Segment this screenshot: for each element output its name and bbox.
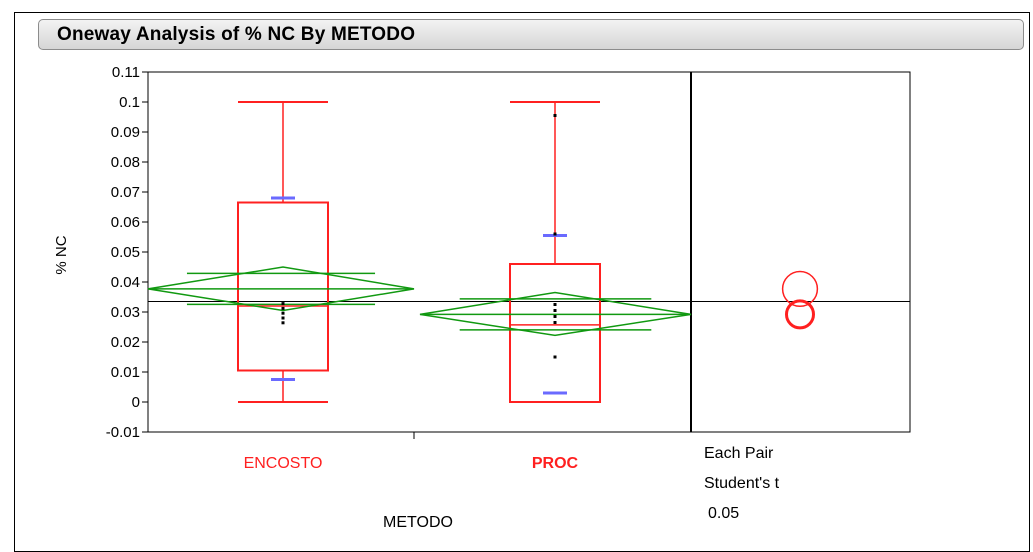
comparison-circle <box>785 299 815 330</box>
each-pair-label: Each Pair <box>704 445 774 462</box>
data-point <box>553 303 557 306</box>
comparison-circles-panel[interactable] <box>781 270 819 330</box>
y-axis: 0.11 0.1 0.09 0.08 0.07 0.06 0.05 0.04 0.03 0.02 0… <box>53 64 148 441</box>
y-tick-label: 0.03 <box>111 304 140 321</box>
y-tick-label: 0.07 <box>111 184 140 201</box>
data-point <box>553 232 557 236</box>
data-point <box>281 302 285 306</box>
data-point <box>553 355 557 359</box>
y-tick-label: 0.09 <box>111 124 140 141</box>
y-tick-label: 0.01 <box>111 364 140 381</box>
group-encosto <box>147 101 415 403</box>
data-point <box>553 321 557 324</box>
report-title-bar[interactable]: Oneway Analysis of % NC By METODO <box>38 19 1024 50</box>
groups-layer <box>147 101 910 403</box>
data-point <box>281 306 285 310</box>
iqr-box <box>237 201 329 372</box>
y-tick-label: 0.02 <box>111 334 140 351</box>
students-t-label: Student's t <box>704 475 780 492</box>
data-point <box>553 315 557 318</box>
data-point <box>281 321 285 325</box>
alpha-label: 0.05 <box>708 505 739 522</box>
group-proc <box>419 101 692 403</box>
x-axis-label: METODO <box>383 514 453 531</box>
category-label-proc: PROC <box>532 455 579 472</box>
y-axis-label: % NC <box>53 235 70 274</box>
report-title: Oneway Analysis of % NC By METODO <box>57 24 416 45</box>
y-tick-label: 0.06 <box>111 214 140 231</box>
frame-layer <box>147 71 911 439</box>
y-tick-label: 0.08 <box>111 154 140 171</box>
category-label-encosto: ENCOSTO <box>244 455 323 472</box>
y-tick-label: -0.01 <box>106 424 140 441</box>
comparison-circle <box>781 270 819 308</box>
y-tick-label: 0.04 <box>111 274 140 291</box>
y-tick-label: 0.1 <box>119 94 140 111</box>
labels-layer: ENCOSTO PROC METODO Each Pair Student's t 0.… <box>244 445 780 531</box>
data-point <box>553 309 557 312</box>
y-tick-label: 0 <box>132 394 140 411</box>
data-point <box>281 311 285 315</box>
y-tick-label: 0.11 <box>112 64 140 81</box>
iqr-box <box>509 263 601 403</box>
data-point <box>281 316 285 320</box>
y-tick-label: 0.05 <box>111 244 140 261</box>
data-point <box>553 114 557 117</box>
plot-frame <box>147 71 911 433</box>
